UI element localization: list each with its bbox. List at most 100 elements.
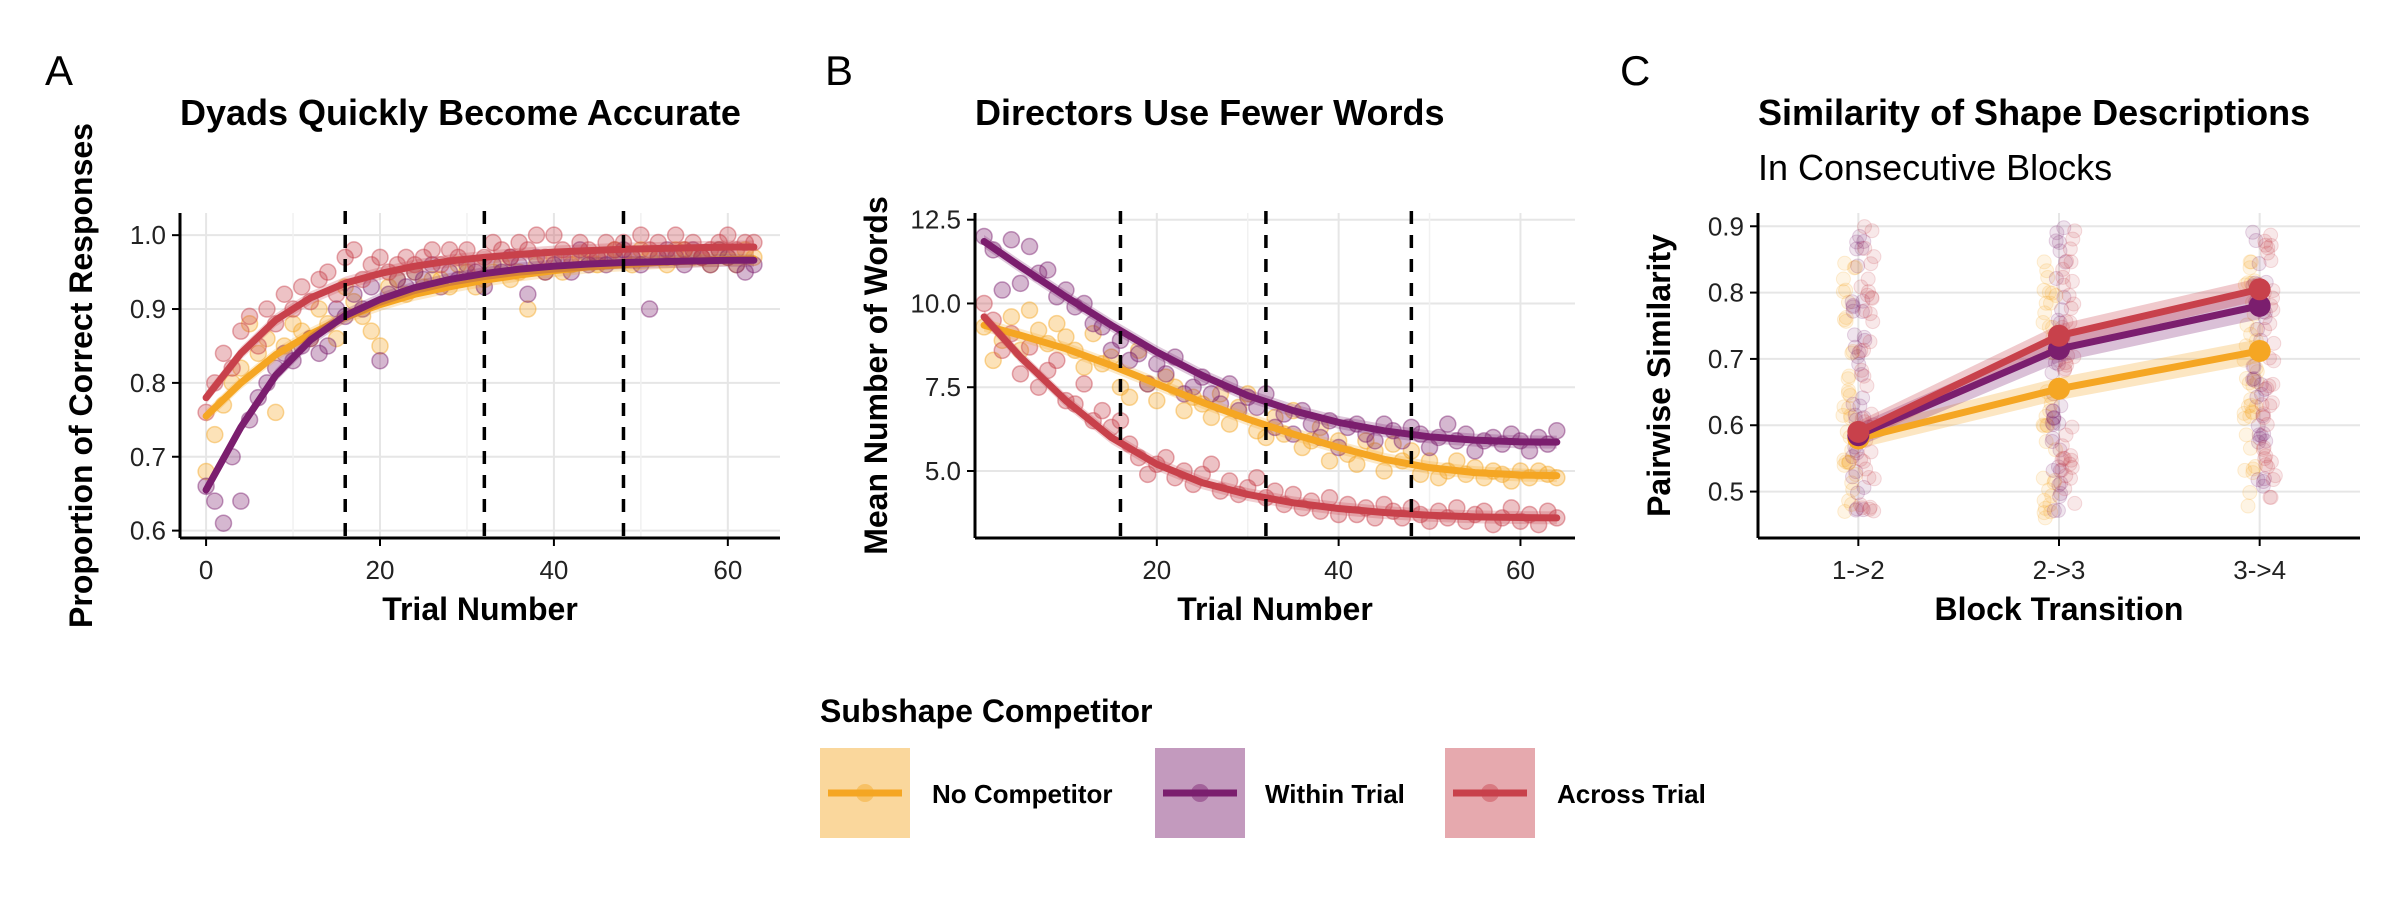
data-point <box>2046 475 2062 491</box>
data-point <box>1002 308 1021 326</box>
data-point <box>2037 510 2053 526</box>
data-point <box>2260 245 2276 261</box>
data-point <box>2056 451 2072 467</box>
data-point <box>2243 326 2259 342</box>
data-point <box>2250 418 2266 434</box>
data-point <box>2052 463 2068 479</box>
data-point <box>2048 442 2064 458</box>
x-tick-label: 2->3 <box>2033 555 2086 585</box>
data-point <box>2036 254 2052 270</box>
x-tick-label: 20 <box>366 555 395 585</box>
data-point <box>1837 255 1853 271</box>
data-point <box>1846 260 1862 276</box>
data-point <box>1845 469 1861 485</box>
fit-line-no_competitor <box>202 255 758 420</box>
data-point <box>2261 378 2277 394</box>
data-point <box>2051 415 2067 431</box>
data-point <box>2241 375 2257 391</box>
legend-title: Subshape Competitor <box>820 693 1152 729</box>
data-point <box>1148 391 1166 410</box>
data-point <box>2242 260 2258 276</box>
data-point <box>2037 500 2053 516</box>
data-point <box>2264 395 2280 411</box>
data-point <box>2067 495 2083 511</box>
data-point <box>1848 467 1864 483</box>
data-point <box>2263 253 2279 269</box>
data-point <box>2258 237 2274 253</box>
data-point <box>206 492 224 510</box>
data-point <box>2036 282 2052 298</box>
data-point <box>1002 231 1021 249</box>
data-layer <box>975 227 1566 534</box>
data-point <box>1856 480 1872 496</box>
data-point <box>2255 406 2271 422</box>
data-point <box>371 248 389 267</box>
y-tick-label: 0.6 <box>130 516 166 546</box>
data-point <box>2249 374 2265 390</box>
data-point <box>362 322 381 340</box>
data-point <box>2265 376 2281 392</box>
data-point <box>1011 274 1030 293</box>
data-point <box>2263 237 2279 253</box>
data-point <box>2042 497 2058 513</box>
y-tick-label: 0.7 <box>1708 344 1744 374</box>
data-point <box>2262 489 2278 505</box>
data-point <box>275 285 294 303</box>
data-point <box>1841 493 1857 509</box>
data-point <box>249 344 268 363</box>
data-point <box>2040 269 2056 285</box>
data-point <box>2244 404 2260 420</box>
data-point <box>2236 410 2252 426</box>
data-point <box>1851 345 1867 361</box>
data-point <box>1138 465 1157 484</box>
data-point <box>2050 459 2066 475</box>
data-point <box>2054 462 2070 478</box>
data-point <box>1856 329 1872 345</box>
data-point <box>1862 501 1878 517</box>
data-point <box>2066 296 2082 312</box>
data-point <box>1865 314 1881 330</box>
data-point <box>2260 459 2276 475</box>
data-point <box>1856 342 1872 358</box>
data-point <box>640 300 659 318</box>
data-point <box>206 425 224 444</box>
data-point <box>2246 371 2262 387</box>
data-point <box>2242 440 2258 456</box>
data-point <box>2038 295 2054 311</box>
data-point <box>2062 241 2078 257</box>
data-point <box>519 285 537 303</box>
data-point <box>1842 387 1858 403</box>
data-point <box>2267 468 2283 484</box>
y-tick-label: 0.8 <box>130 368 166 398</box>
data-point <box>1038 261 1057 279</box>
fit-line-within_trial <box>980 237 1561 446</box>
data-point <box>2041 284 2057 300</box>
y-tick-label: 0.9 <box>1708 211 1744 241</box>
x-axis-label: Trial Number <box>1177 591 1373 627</box>
data-point <box>1844 345 1860 361</box>
data-point <box>345 241 363 259</box>
x-tick-label: 3->4 <box>2233 555 2286 585</box>
data-point <box>2055 450 2071 466</box>
data-point <box>1866 249 1882 265</box>
data-point <box>1838 309 1854 325</box>
x-tick-label: 40 <box>1324 555 1353 585</box>
y-tick-label: 7.5 <box>925 372 961 402</box>
data-point <box>1864 290 1880 306</box>
data-point <box>2035 417 2051 433</box>
data-point <box>310 270 328 289</box>
data-point <box>632 226 650 244</box>
data-point <box>2038 408 2054 424</box>
x-tick-label: 60 <box>713 555 742 585</box>
data-point <box>2260 240 2276 256</box>
data-point <box>2048 233 2064 249</box>
data-point <box>1864 223 1880 239</box>
data-point <box>2058 468 2074 484</box>
data-point <box>2059 357 2075 373</box>
data-point <box>2063 452 2079 468</box>
data-point <box>1840 371 1856 387</box>
data-point <box>719 226 737 244</box>
data-point <box>284 315 302 333</box>
data-point <box>2059 253 2075 269</box>
data-point <box>2243 254 2259 270</box>
